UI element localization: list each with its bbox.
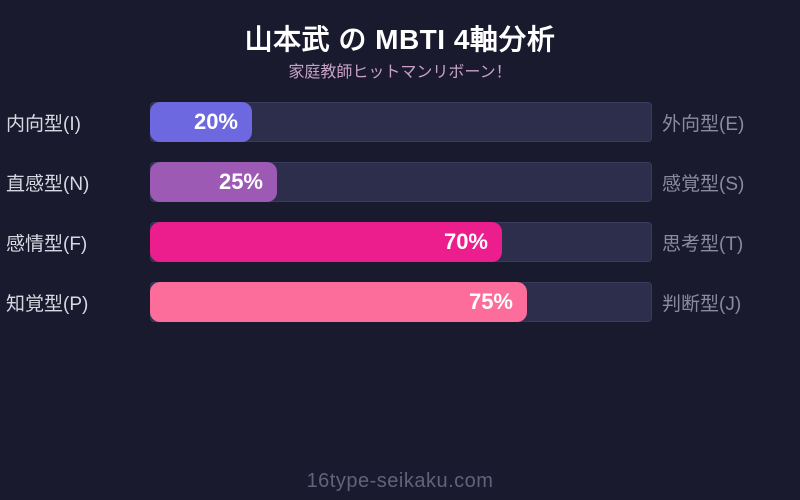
axis-right-label: 思考型(T) [662,233,744,255]
axis-right-label: 外向型(E) [662,113,745,135]
axis-row: 知覚型(P) 75% 判断型(J) [0,282,800,322]
axis-left-label: 内向型(I) [6,113,81,135]
watermark: 16type-seikaku.com [306,470,494,492]
bar-fill: 25% [150,162,277,202]
page-title: 山本武 の MBTI 4軸分析 [244,24,556,55]
page-subtitle: 家庭教師ヒットマンリボーン！ [288,64,512,81]
axis-left-label: 感情型(F) [6,233,88,255]
axis-left-label: 直感型(N) [6,173,90,195]
axis-row: 直感型(N) 25% 感覚型(S) [0,162,800,202]
axis-row: 感情型(F) 70% 思考型(T) [0,222,800,262]
bar-track: 75% [150,282,652,322]
bar-value-label: 70% [443,229,488,254]
axis-right-label: 感覚型(S) [662,173,745,195]
bar-track: 70% [150,222,652,262]
bar-fill: 75% [150,282,527,322]
axis-right-label: 判断型(J) [662,293,742,315]
bar-fill: 20% [150,102,252,142]
axis-row: 内向型(I) 20% 外向型(E) [0,102,800,142]
bar-track: 20% [150,102,652,142]
axis-left-label: 知覚型(P) [6,293,89,315]
bar-value-label: 20% [193,109,238,134]
bar-value-label: 25% [218,169,263,194]
bar-fill: 70% [150,222,502,262]
chart-rows: 内向型(I) 20% 外向型(E) 直感型(N) 25% 感覚型(S) 感情型(… [0,102,800,342]
bar-value-label: 75% [468,289,513,314]
bar-track: 25% [150,162,652,202]
